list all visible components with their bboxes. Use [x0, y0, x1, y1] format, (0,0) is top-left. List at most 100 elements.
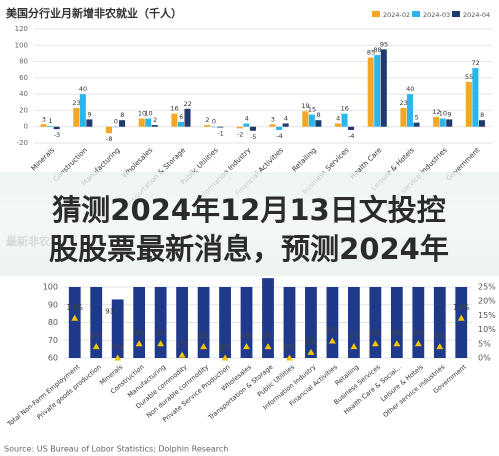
bar: [47, 125, 54, 127]
y-tick-label: 80: [19, 58, 28, 66]
bar: [374, 55, 381, 127]
data-label: 4: [245, 114, 249, 122]
data-label: 16: [341, 105, 349, 113]
y2-tick-label: 20%: [478, 297, 496, 306]
bar: [400, 107, 407, 127]
marker: [350, 343, 358, 350]
y-tick-label: 100: [43, 283, 58, 292]
bar: [68, 287, 81, 358]
data-label: 23: [72, 99, 80, 107]
marker: [71, 314, 79, 321]
data-label: 3: [271, 115, 275, 123]
bar: [219, 287, 231, 358]
data-label: -5: [250, 133, 256, 141]
bar: [86, 119, 93, 127]
data-label: 2%: [305, 337, 317, 346]
data-label: 2: [153, 116, 157, 124]
bar: [53, 126, 60, 130]
bar: [478, 120, 485, 127]
data-label: 40: [406, 85, 414, 93]
y2-tick-label: 0%: [478, 354, 491, 363]
bar: [326, 287, 339, 358]
data-label: 0%: [284, 343, 296, 352]
bar: [348, 126, 355, 130]
legend-swatch: [372, 11, 380, 17]
bar: [269, 124, 276, 127]
bar: [413, 122, 420, 127]
data-label: -1: [217, 130, 223, 138]
data-label: 4%: [90, 332, 102, 341]
bar: [236, 126, 243, 129]
bar: [73, 107, 80, 127]
data-label: 16: [171, 105, 179, 113]
marker: [328, 337, 336, 344]
bar: [154, 287, 167, 358]
bar: [151, 125, 158, 127]
bar: [455, 287, 468, 358]
data-label: 0: [212, 118, 216, 126]
data-label: 5%: [391, 329, 403, 338]
bar: [249, 126, 256, 131]
marker: [157, 340, 165, 347]
data-label: 4%: [434, 332, 446, 341]
y-tick-label: 70: [48, 336, 58, 345]
data-label: 15: [308, 106, 316, 114]
data-label: 10: [144, 110, 152, 118]
data-label: 8: [317, 111, 321, 119]
data-label: 1: [48, 117, 52, 125]
bar: [90, 287, 103, 358]
bar: [105, 126, 113, 134]
bar: [40, 124, 47, 127]
bar: [145, 118, 152, 127]
bar: [472, 68, 479, 127]
data-label: 22: [184, 100, 192, 108]
y-tick-label: 40: [19, 90, 28, 98]
legend-label: 2024-03: [423, 11, 450, 19]
bar: [439, 118, 446, 127]
bar: [390, 287, 403, 358]
bar: [112, 126, 119, 128]
marker: [243, 343, 251, 350]
data-label: 4%: [262, 332, 274, 341]
bar: [446, 119, 453, 127]
bar: [282, 123, 289, 127]
data-label: 8: [480, 111, 484, 119]
data-label: 4%: [241, 332, 253, 341]
bar: [302, 111, 309, 127]
legend-swatch: [452, 11, 460, 17]
data-label: -4: [348, 132, 354, 140]
bar: [262, 278, 274, 358]
bar: [334, 123, 342, 127]
chart-title: 美国分行业月新增非农就业（千人）: [6, 6, 182, 20]
bar: [119, 120, 126, 127]
data-label: 0%: [219, 343, 231, 352]
data-label: 85: [367, 49, 375, 57]
marker: [221, 354, 229, 361]
bar: [305, 287, 317, 358]
data-label: 10: [439, 110, 447, 118]
data-label: 5%: [133, 329, 145, 338]
legend-label: 2024-04: [463, 11, 490, 19]
data-label: 5%: [369, 329, 381, 338]
marker: [200, 343, 208, 350]
data-label: 93: [105, 307, 114, 315]
y-tick-label: 100: [15, 41, 28, 49]
data-label: 5%: [155, 329, 167, 338]
marker: [457, 314, 465, 321]
y-tick-label: 120: [15, 25, 28, 33]
marker: [393, 340, 401, 347]
data-label: 55: [465, 73, 473, 81]
y2-tick-label: 15%: [478, 311, 496, 320]
y-tick-label: -20: [17, 139, 28, 147]
data-label: 5%: [412, 329, 424, 338]
data-label: 95: [380, 40, 388, 48]
bar: [341, 113, 348, 127]
marker: [135, 340, 143, 347]
y-tick-label: 0: [24, 123, 28, 131]
data-label: 8: [120, 111, 124, 119]
data-label: 3: [42, 115, 46, 123]
bar: [367, 57, 374, 127]
source-note: Source: US Bureau of Lobor Statistics; D…: [4, 445, 228, 454]
marker: [92, 343, 100, 350]
